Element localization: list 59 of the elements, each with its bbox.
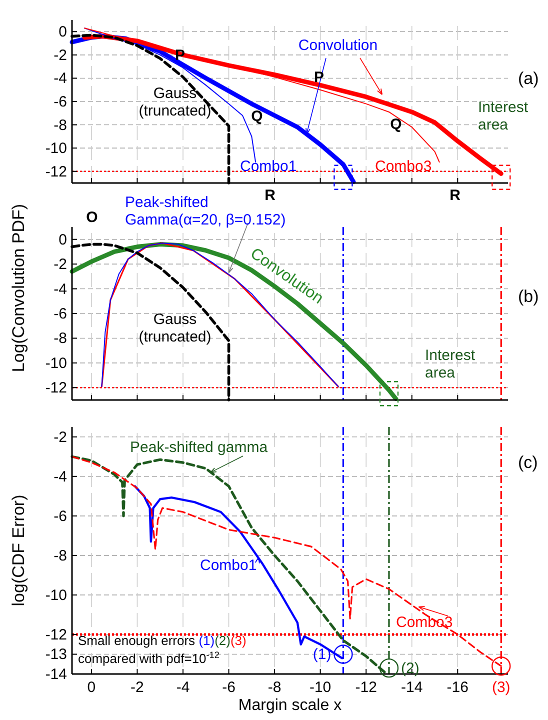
y-tick-label: -10 bbox=[45, 354, 67, 372]
y-tick-label: -2 bbox=[54, 256, 67, 274]
x-tick-label: -10 bbox=[309, 679, 332, 696]
y-tick-label: -12 bbox=[45, 626, 67, 644]
annotation: Interest area bbox=[425, 347, 476, 382]
y-tick-label: -8 bbox=[54, 547, 67, 564]
y-tick-label: -10 bbox=[45, 586, 67, 604]
text: (c) bbox=[518, 453, 538, 472]
y-axis-title: Log(Convolution PDF) bbox=[9, 204, 28, 372]
y-tick-label: -13 bbox=[45, 646, 67, 664]
x-tick-label: -4 bbox=[176, 679, 190, 696]
y-tick-label: -12 bbox=[45, 163, 67, 180]
annotation: Q bbox=[390, 116, 402, 133]
y-tick-label: -6 bbox=[54, 306, 67, 322]
y-tick-label: -6 bbox=[54, 508, 67, 525]
x-tick-label: -2 bbox=[130, 679, 144, 696]
x-tick-label: -8 bbox=[268, 679, 282, 696]
annotation: compared with pdf=10$^{-12}$ bbox=[78, 650, 220, 666]
y-tick-label: -2 bbox=[54, 428, 67, 446]
annotation: Small enough errors bbox=[78, 633, 196, 648]
text: (a) bbox=[518, 69, 539, 88]
y-tick-label: -2 bbox=[54, 46, 67, 64]
text: R bbox=[450, 187, 461, 204]
annotation: Convolution bbox=[298, 37, 378, 54]
y-tick-label: 0 bbox=[58, 24, 67, 41]
y-axis-title: log(CDF Error) bbox=[9, 494, 28, 606]
x-tick-label: -12 bbox=[355, 679, 377, 696]
series-label: Gauss (truncated) bbox=[138, 311, 212, 346]
text: R bbox=[264, 187, 276, 204]
annotation: Peak-shifted gamma bbox=[130, 439, 268, 456]
series-label: Gauss (truncated) bbox=[138, 85, 212, 120]
y-tick-label: -14 bbox=[45, 666, 67, 683]
y-tick-label: -12 bbox=[45, 380, 67, 397]
y-tick-label: 0 bbox=[58, 231, 67, 248]
annotation: (3) bbox=[230, 633, 246, 648]
y-tick-label: -4 bbox=[54, 280, 67, 298]
annotation: Interest area bbox=[478, 99, 529, 134]
y-tick-label: -6 bbox=[54, 94, 67, 110]
annotation: (2) bbox=[214, 633, 230, 648]
annotation: (1) bbox=[198, 633, 215, 648]
y-tick-label: -8 bbox=[54, 116, 67, 134]
x-tick-label: -16 bbox=[446, 679, 468, 696]
y-tick-label: -10 bbox=[45, 140, 67, 158]
series-label: Combo1 bbox=[240, 158, 297, 175]
text: O bbox=[86, 209, 98, 226]
x-tick-label: -14 bbox=[401, 679, 423, 696]
annotation: (3) bbox=[492, 679, 510, 696]
annotation: Q bbox=[251, 108, 264, 125]
x-axis-title: Margin scale x bbox=[238, 697, 342, 714]
y-tick-label: -4 bbox=[54, 70, 67, 88]
x-tick-label: 0 bbox=[87, 679, 96, 696]
y-tick-label: -4 bbox=[54, 468, 67, 486]
series-label: Combo3 bbox=[375, 158, 432, 175]
annotation: Combo1 bbox=[200, 557, 257, 574]
annotation: (2) bbox=[400, 660, 420, 678]
y-tick-label: -8 bbox=[54, 330, 67, 348]
x-tick-label: -6 bbox=[222, 679, 236, 696]
text: (b) bbox=[518, 287, 539, 306]
annotation: Combo3 bbox=[396, 614, 453, 631]
